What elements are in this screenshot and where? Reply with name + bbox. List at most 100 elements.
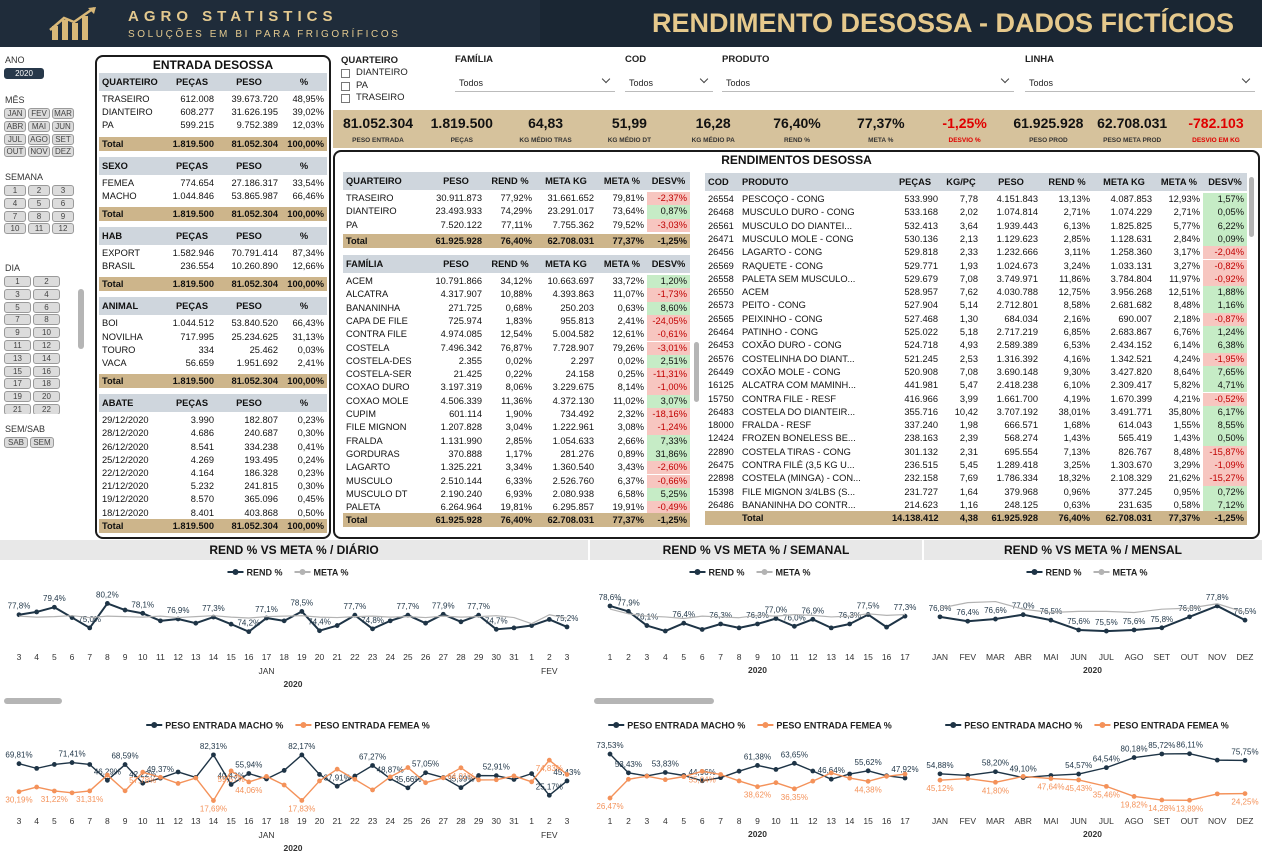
table-cell: MUSCULO DO DIANTEI... [742, 220, 853, 231]
slicer-button[interactable]: 11 [28, 223, 50, 235]
slicer-button[interactable]: 13 [4, 352, 31, 364]
dropdown-value: Todos [1029, 78, 1054, 88]
table-body: 29/12/2020 3.990 182.807 0,23% 28/12/2020 4.6… [99, 412, 327, 519]
slicer-button[interactable]: 21 [4, 404, 31, 414]
table-cell: 533.168 [904, 207, 938, 218]
table-cell: 31.626.195 [231, 107, 278, 118]
slicer-button[interactable]: 14 [33, 352, 60, 364]
column-header: % [299, 77, 309, 87]
data-point [122, 762, 128, 767]
table-cell: 3,34% [505, 462, 532, 473]
slicer-button[interactable]: 2 [28, 185, 50, 196]
slicer-button[interactable]: 10 [33, 327, 60, 339]
slicer-button[interactable]: JAN [4, 108, 26, 119]
slicer-button[interactable]: MAR [52, 108, 74, 119]
total-cell: 1.819.500 [172, 520, 214, 531]
data-label: 77,3% [202, 604, 225, 613]
table-cell: 0,24% [297, 454, 324, 465]
slicer-button[interactable]: SEM [30, 437, 54, 448]
slicer-button[interactable]: 12 [33, 340, 60, 351]
column-header: META % [1160, 177, 1198, 187]
slicer-label: MÊS [5, 95, 25, 105]
table-cell: 1,68% [1063, 420, 1090, 431]
slicer-button[interactable]: 8 [28, 210, 50, 222]
slicer-button[interactable]: 11 [4, 340, 31, 351]
slicer-button[interactable]: AGO [28, 133, 50, 145]
checkbox[interactable] [341, 69, 350, 78]
slicer-button[interactable]: 2020 [4, 68, 44, 79]
table-cell: 0,30% [297, 481, 324, 492]
dropdown[interactable]: Todos [1025, 72, 1255, 92]
table-cell: 12,03% [292, 120, 324, 131]
slicer-button[interactable]: 5 [28, 197, 50, 209]
x-tick-label: 9 [123, 652, 128, 662]
dropdown[interactable]: Todos [455, 72, 615, 92]
slicer-options: 1 2 3 4 5 6 7 8 9 10 11 12 [4, 185, 88, 245]
data-point [529, 771, 535, 777]
table-cell: 4.164 [190, 467, 214, 478]
total-cell: Total [102, 376, 124, 387]
slicer-button[interactable]: MAI [28, 120, 50, 132]
slicer-button[interactable]: JUL [4, 133, 26, 145]
slicer-button[interactable]: 8 [33, 314, 60, 326]
slicer-button[interactable]: 6 [52, 197, 74, 209]
table-cell: 31.661.652 [547, 193, 594, 203]
slicer-button[interactable]: JUN [52, 120, 74, 132]
slicer-button[interactable]: 4 [33, 288, 60, 300]
checkbox[interactable] [341, 81, 350, 91]
table-cell: 22/12/2020 [102, 467, 149, 478]
slicer-button[interactable]: OUT [4, 146, 26, 158]
table-cell: 6.264.964 [440, 502, 482, 513]
x-tick-label: 10 [771, 652, 781, 662]
table-cell: 3,07% [647, 394, 690, 408]
table-cell: 4.087.853 [1110, 194, 1152, 204]
slicer-button[interactable]: 9 [4, 327, 31, 339]
slicer-button[interactable]: 3 [4, 288, 31, 300]
slicer-button[interactable]: FEV [28, 108, 50, 119]
table-cell: 695.554 [1004, 446, 1038, 457]
table-cell: VACA [102, 357, 127, 368]
slicer-button[interactable]: 4 [4, 197, 26, 209]
slicer-button[interactable]: 10 [4, 223, 26, 235]
slicer-button[interactable]: 12 [52, 223, 74, 235]
table-row: 16125 ALCATRA COM MAMINH... 441.981 5,47 2.4… [705, 379, 1247, 393]
data-point [755, 784, 760, 790]
slicer-button[interactable]: 6 [33, 301, 60, 313]
slicer-button[interactable]: 2 [33, 276, 60, 287]
x-tick-label: FEV [959, 652, 976, 662]
slicer-button[interactable]: 17 [4, 378, 31, 390]
x-tick-label: 29 [474, 816, 484, 826]
checkbox[interactable] [341, 94, 350, 103]
slicer-button[interactable]: 7 [4, 210, 26, 222]
dropdown[interactable]: Todos [722, 72, 1014, 92]
data-label: 14,28% [1148, 804, 1175, 813]
x-tick-label: 7 [87, 652, 92, 662]
slicer-button[interactable]: 3 [52, 185, 74, 196]
data-point [546, 792, 552, 798]
slicer-button[interactable]: 20 [33, 391, 60, 403]
slicer-button[interactable]: SAB [4, 437, 28, 448]
slicer-button[interactable]: NOV [28, 146, 50, 158]
slicer-button[interactable]: 15 [4, 365, 31, 377]
slicer-button[interactable]: 1 [4, 185, 26, 196]
slicer-button[interactable]: 1 [4, 276, 31, 287]
table-cell: 0,45% [297, 494, 324, 505]
data-point [937, 771, 943, 777]
slicer-button[interactable]: 22 [33, 404, 60, 414]
table-row: EXPORT 1.582.946 70.791.414 87,34% [99, 247, 327, 260]
slicer-button[interactable]: 19 [4, 391, 31, 403]
slicer-button[interactable]: 7 [4, 314, 31, 326]
dropdown[interactable]: Todos [625, 72, 713, 92]
slicer-button[interactable]: 5 [4, 301, 31, 313]
slicer-button[interactable]: ABR [4, 120, 26, 132]
table-cell: 10.260.890 [231, 261, 278, 272]
slicer-button[interactable]: 9 [52, 210, 74, 222]
kpi-label: KG MÉDIO PA [691, 137, 735, 144]
slicer-button[interactable]: SET [52, 133, 74, 145]
slicer-button[interactable]: 18 [33, 378, 60, 390]
slicer-button[interactable]: 16 [33, 365, 60, 377]
table-row: TRASEIRO 30.911.873 77,92% 31.661.652 79,81%… [343, 192, 690, 206]
data-point [104, 601, 110, 606]
data-label: 75,6% [1123, 617, 1146, 626]
slicer-button[interactable]: DEZ [52, 146, 74, 158]
